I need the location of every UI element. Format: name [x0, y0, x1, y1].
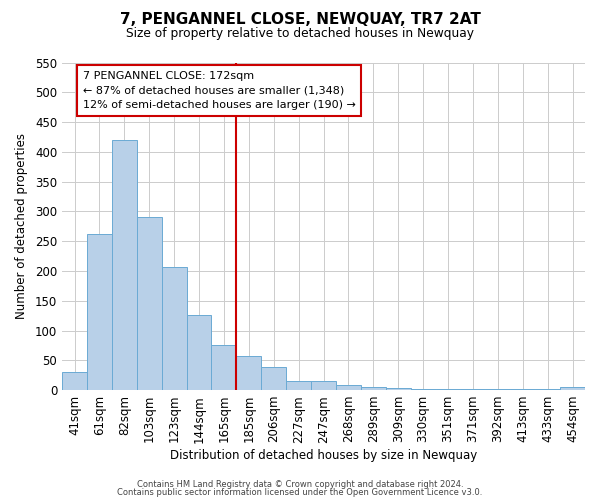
- Bar: [187, 315, 211, 390]
- Bar: [112, 140, 137, 390]
- Bar: [211, 346, 236, 390]
- Bar: [361, 387, 386, 390]
- Bar: [386, 388, 410, 390]
- Bar: [161, 267, 187, 390]
- Bar: [410, 389, 436, 390]
- Y-axis label: Number of detached properties: Number of detached properties: [15, 134, 28, 320]
- Bar: [236, 356, 261, 390]
- Bar: [286, 381, 311, 390]
- Text: 7 PENGANNEL CLOSE: 172sqm
← 87% of detached houses are smaller (1,348)
12% of se: 7 PENGANNEL CLOSE: 172sqm ← 87% of detac…: [83, 70, 356, 110]
- X-axis label: Distribution of detached houses by size in Newquay: Distribution of detached houses by size …: [170, 450, 477, 462]
- Bar: [87, 234, 112, 390]
- Bar: [137, 218, 161, 390]
- Text: Contains HM Land Registry data © Crown copyright and database right 2024.: Contains HM Land Registry data © Crown c…: [137, 480, 463, 489]
- Text: Contains public sector information licensed under the Open Government Licence v3: Contains public sector information licen…: [118, 488, 482, 497]
- Bar: [336, 386, 361, 390]
- Bar: [62, 372, 87, 390]
- Bar: [311, 381, 336, 390]
- Text: 7, PENGANNEL CLOSE, NEWQUAY, TR7 2AT: 7, PENGANNEL CLOSE, NEWQUAY, TR7 2AT: [119, 12, 481, 28]
- Bar: [261, 368, 286, 390]
- Bar: [560, 387, 585, 390]
- Text: Size of property relative to detached houses in Newquay: Size of property relative to detached ho…: [126, 28, 474, 40]
